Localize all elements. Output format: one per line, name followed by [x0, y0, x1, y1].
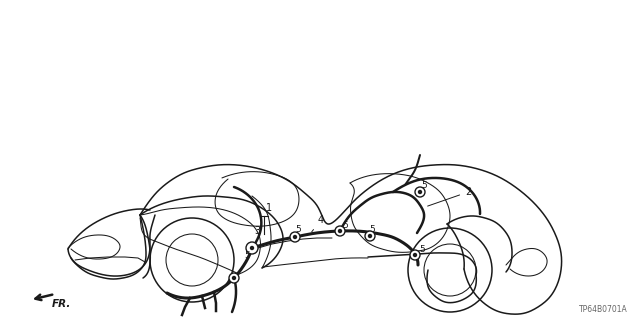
Text: 1: 1 [266, 203, 272, 213]
Text: 5: 5 [244, 250, 250, 259]
Text: 5: 5 [342, 220, 348, 229]
Circle shape [415, 187, 425, 197]
Circle shape [246, 242, 258, 254]
Text: FR.: FR. [52, 299, 72, 309]
Text: 5: 5 [419, 246, 425, 255]
Text: 5: 5 [421, 181, 427, 189]
Circle shape [413, 254, 417, 256]
Text: 4: 4 [312, 215, 324, 232]
Circle shape [335, 226, 345, 236]
Circle shape [290, 232, 300, 242]
Text: 5: 5 [369, 225, 375, 234]
Text: 3: 3 [254, 226, 260, 236]
Circle shape [365, 231, 375, 241]
Circle shape [229, 273, 239, 283]
Circle shape [410, 250, 420, 260]
Text: 2: 2 [428, 187, 471, 206]
Circle shape [339, 229, 342, 233]
Circle shape [250, 247, 253, 249]
Text: TP64B0701A: TP64B0701A [579, 305, 628, 314]
Circle shape [294, 235, 296, 239]
Circle shape [419, 190, 422, 194]
Text: 5: 5 [295, 226, 301, 234]
Circle shape [232, 277, 236, 279]
Circle shape [369, 234, 371, 238]
